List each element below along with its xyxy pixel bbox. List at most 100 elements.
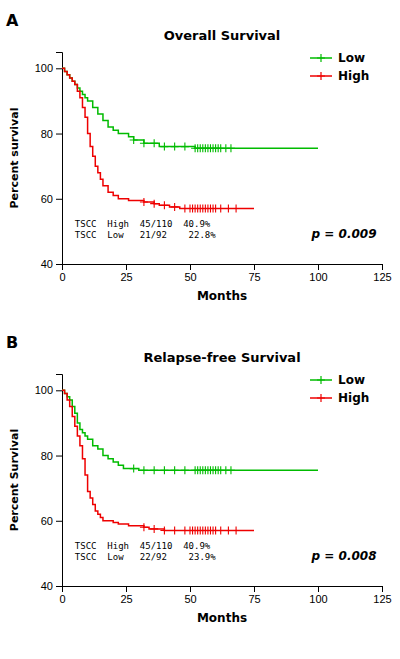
x-tick: 125 bbox=[373, 586, 391, 605]
y-tick-mark bbox=[56, 134, 62, 135]
legend-label: High bbox=[338, 69, 369, 83]
censor-mark bbox=[150, 139, 158, 147]
x-axis-title: Months bbox=[197, 289, 247, 303]
legend-label: Low bbox=[338, 51, 365, 65]
panel-label: B bbox=[6, 333, 18, 352]
y-tick-mark bbox=[56, 586, 62, 587]
x-tick: 100 bbox=[309, 264, 327, 283]
x-tick-mark bbox=[382, 264, 383, 270]
panel: 0255075100125406080100Relapse-free Survi… bbox=[6, 333, 392, 625]
x-tick-mark bbox=[254, 586, 255, 592]
censor-mark bbox=[140, 466, 148, 474]
x-tick-label: 75 bbox=[248, 593, 260, 605]
censor-mark bbox=[171, 203, 179, 211]
chart-svg: 0255075100125406080100Overall SurvivalMo… bbox=[0, 0, 400, 659]
x-tick-mark bbox=[126, 264, 127, 270]
legend-item: Low bbox=[310, 373, 365, 387]
y-tick-mark bbox=[56, 456, 62, 457]
legend-marker bbox=[317, 394, 325, 402]
censor-mark bbox=[181, 466, 189, 474]
censor-mark bbox=[232, 527, 240, 535]
y-tick: 100 bbox=[35, 62, 62, 74]
censor-mark bbox=[171, 527, 179, 535]
x-tick-mark bbox=[254, 264, 255, 270]
y-tick: 60 bbox=[41, 193, 62, 205]
x-tick-label: 0 bbox=[59, 593, 65, 605]
censor-mark bbox=[171, 466, 179, 474]
annotation: TSCC High 45/110 40.9% bbox=[75, 219, 211, 229]
survival-curve bbox=[62, 68, 318, 148]
y-tick-label: 100 bbox=[35, 62, 53, 74]
y-axis-title: Percent survival bbox=[8, 108, 21, 209]
chart-container: 0255075100125406080100Overall SurvivalMo… bbox=[0, 0, 400, 659]
censor-mark bbox=[232, 205, 240, 213]
y-axis-title: Percent Survival bbox=[8, 429, 21, 531]
censor-mark bbox=[160, 466, 168, 474]
x-tick-mark bbox=[318, 586, 319, 592]
x-tick-mark bbox=[190, 264, 191, 270]
legend-item: High bbox=[310, 391, 369, 405]
x-tick-mark bbox=[126, 586, 127, 592]
y-tick: 80 bbox=[41, 450, 62, 462]
y-tick-mark bbox=[56, 264, 62, 265]
annotation: TSCC Low 21/92 22.8% bbox=[75, 230, 216, 240]
panel-label: A bbox=[6, 11, 19, 30]
y-tick-label: 40 bbox=[41, 258, 53, 270]
x-tick: 100 bbox=[309, 586, 327, 605]
censor-mark bbox=[227, 144, 235, 152]
x-tick-label: 50 bbox=[184, 593, 196, 605]
x-axis-line bbox=[63, 587, 383, 593]
x-tick-label: 0 bbox=[59, 271, 65, 283]
censor-mark bbox=[140, 139, 148, 147]
y-tick: 40 bbox=[41, 258, 62, 270]
censor-mark bbox=[150, 200, 158, 208]
x-tick-mark bbox=[318, 264, 319, 270]
legend-label: Low bbox=[338, 373, 365, 387]
y-tick-label: 60 bbox=[41, 193, 53, 205]
x-tick-label: 50 bbox=[184, 271, 196, 283]
annotation: TSCC High 45/110 40.9% bbox=[75, 541, 211, 551]
censor-mark bbox=[140, 198, 148, 206]
legend-marker bbox=[317, 54, 325, 62]
y-tick-label: 80 bbox=[41, 128, 53, 140]
censor-mark bbox=[160, 201, 168, 209]
x-tick-label: 125 bbox=[373, 271, 391, 283]
x-tick: 0 bbox=[59, 264, 65, 283]
x-tick-mark bbox=[382, 586, 383, 592]
x-axis: 0 25 50 75 100 125 bbox=[59, 264, 391, 283]
x-tick-label: 100 bbox=[309, 593, 327, 605]
y-tick-mark bbox=[56, 521, 62, 522]
x-tick: 125 bbox=[373, 264, 391, 283]
censor-mark bbox=[160, 527, 168, 535]
x-tick-label: 75 bbox=[248, 271, 260, 283]
censor-mark bbox=[224, 527, 232, 535]
x-tick-mark bbox=[190, 586, 191, 592]
legend-marker bbox=[317, 376, 325, 384]
y-tick: 100 bbox=[35, 384, 62, 396]
legend-item: Low bbox=[310, 51, 365, 65]
censor-mark bbox=[160, 143, 168, 151]
y-tick-mark bbox=[56, 199, 62, 200]
x-tick: 25 bbox=[120, 586, 132, 605]
x-tick: 50 bbox=[184, 586, 196, 605]
legend-item: High bbox=[310, 69, 369, 83]
legend-label: High bbox=[338, 391, 369, 405]
x-tick-label: 25 bbox=[120, 271, 132, 283]
chart-title: Relapse-free Survival bbox=[143, 350, 300, 365]
censor-mark bbox=[227, 466, 235, 474]
x-tick-label: 100 bbox=[309, 271, 327, 283]
censor-mark bbox=[130, 136, 138, 144]
y-axis-line bbox=[56, 53, 63, 265]
y-axis: 406080100 bbox=[35, 375, 63, 593]
legend: Low High bbox=[310, 51, 369, 83]
x-axis: 0 25 50 75 100 125 bbox=[59, 586, 391, 605]
survival-curve bbox=[62, 68, 254, 208]
y-tick-mark bbox=[56, 68, 62, 69]
x-tick: 0 bbox=[59, 586, 65, 605]
x-tick: 75 bbox=[248, 264, 260, 283]
censor-mark bbox=[150, 525, 158, 533]
y-tick-label: 100 bbox=[35, 384, 53, 396]
plot-marks bbox=[62, 68, 318, 212]
censor-mark bbox=[140, 523, 148, 531]
y-tick-label: 40 bbox=[41, 580, 53, 592]
